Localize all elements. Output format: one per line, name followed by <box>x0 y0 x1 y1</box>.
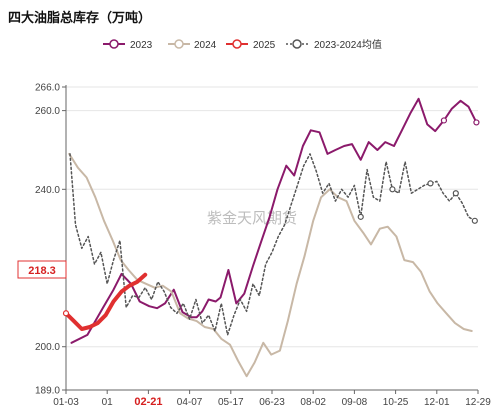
y-tick-label: 260.0 <box>35 106 60 117</box>
y-tick-label: 200.0 <box>35 342 60 353</box>
data-point <box>452 190 459 197</box>
data-point <box>389 186 396 193</box>
y-tick-label: 240.0 <box>35 185 60 196</box>
data-point <box>473 119 480 126</box>
series-layer <box>62 97 480 378</box>
legend-label-average: 2023-2024均值 <box>314 38 382 51</box>
data-point <box>62 310 70 317</box>
x-tick-label: 01-03 <box>53 397 79 408</box>
legend-item-2023[interactable]: 2023 <box>103 39 153 51</box>
series-line-2023-2024均值 <box>69 153 476 336</box>
x-tick-label: 08-02 <box>300 397 326 408</box>
x-axis: 01-03 01 02-21 04-07 05-17 06-23 08-02 09-08 10-… <box>53 389 491 408</box>
legend[interactable]: 2023 2024 2025 2023-2024均值 <box>103 38 382 51</box>
watermark-text: 紫金天风期货 <box>207 209 297 227</box>
legend-item-2025[interactable]: 2025 <box>226 39 276 51</box>
legend-label-2025: 2025 <box>253 40 276 51</box>
series-line-2025 <box>64 272 148 331</box>
grid-lines <box>66 86 478 391</box>
x-tick-label: 12-01 <box>424 397 450 408</box>
legend-label-2023: 2023 <box>130 40 153 51</box>
x-tick-label: 01 <box>102 397 114 408</box>
y-tick-label: 266.0 <box>35 83 60 94</box>
x-tick-label: 09-08 <box>342 397 368 408</box>
x-tick-label: 06-23 <box>259 397 285 408</box>
legend-item-2024[interactable]: 2024 <box>168 39 217 51</box>
x-tick-label-highlight: 02-21 <box>134 396 162 408</box>
current-value-label: 218.3 <box>28 265 56 277</box>
data-point <box>440 117 448 124</box>
legend-item-average[interactable]: 2023-2024均值 <box>286 38 382 51</box>
x-tick-label: 12-29 <box>465 397 491 408</box>
y-tick-label: 189.0 <box>35 386 60 397</box>
series-line-2023 <box>70 97 478 344</box>
x-tick-label: 05-17 <box>218 397 244 408</box>
x-tick-label: 10-25 <box>383 397 409 408</box>
current-value-badge: 218.3 <box>17 260 67 279</box>
data-point <box>427 180 434 187</box>
y-axis: 189.0 200.0 240.0 260.0 266.0 <box>35 83 67 397</box>
chart-title: 四大油脂总库存（万吨） <box>8 10 151 26</box>
data-point <box>357 213 364 220</box>
legend-label-2024: 2024 <box>194 40 217 51</box>
series-line-2024 <box>68 152 473 378</box>
data-point <box>471 217 478 224</box>
x-tick-label: 04-07 <box>177 397 203 408</box>
